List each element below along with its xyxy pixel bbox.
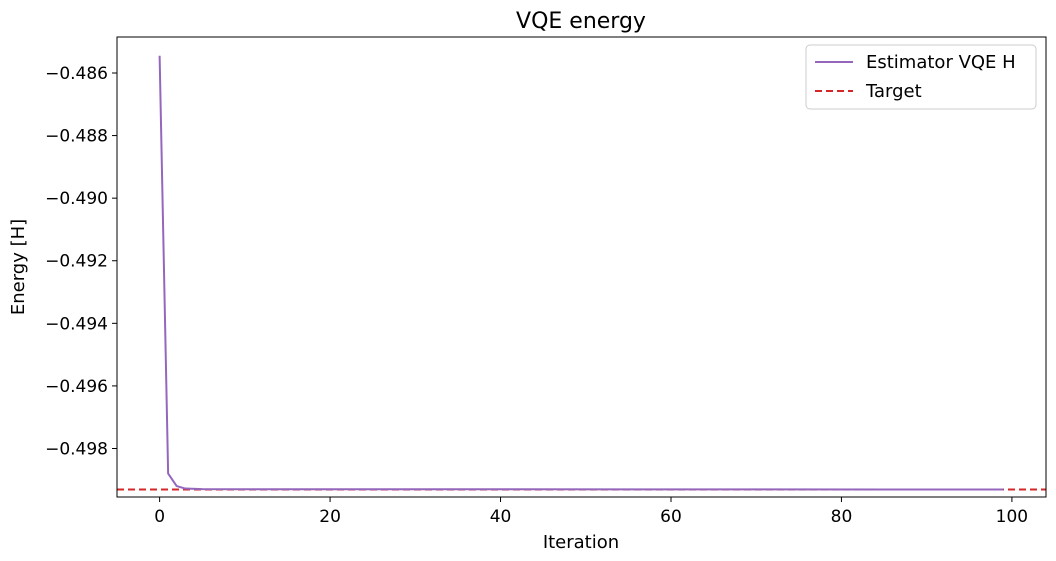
x-tick-label: 100 <box>996 507 1028 527</box>
x-tick-label: 40 <box>490 507 512 527</box>
legend-label-estimator: Estimator VQE H <box>866 52 1016 73</box>
y-tick-label: −0.498 <box>45 439 108 459</box>
series-line-estimator-vqe <box>158 55 1004 491</box>
x-tick-label: 20 <box>319 507 341 527</box>
y-axis: −0.486 −0.488 −0.490 −0.492 −0.494 −0.496 −0.4… <box>45 64 117 459</box>
chart-title: VQE energy <box>516 9 646 34</box>
y-tick-label: −0.496 <box>45 377 108 397</box>
legend-box <box>805 44 1037 110</box>
legend-label-target: Target <box>865 81 922 102</box>
y-tick-label: −0.490 <box>45 189 108 209</box>
y-tick-label: −0.486 <box>45 64 108 84</box>
plot-frame <box>116 36 1047 498</box>
y-tick-label: −0.494 <box>45 314 108 334</box>
x-tick-label: 60 <box>660 507 682 527</box>
legend: Estimator VQE H Target <box>805 44 1037 110</box>
x-axis: 0 20 40 60 80 100 <box>154 497 1028 527</box>
x-axis-label: Iteration <box>543 532 619 553</box>
x-tick-label: 80 <box>831 507 853 527</box>
y-axis-label: Energy [H] <box>8 219 29 315</box>
x-tick-label: 0 <box>154 507 165 527</box>
y-tick-label: −0.488 <box>45 127 108 147</box>
y-tick-label: −0.492 <box>45 252 108 272</box>
